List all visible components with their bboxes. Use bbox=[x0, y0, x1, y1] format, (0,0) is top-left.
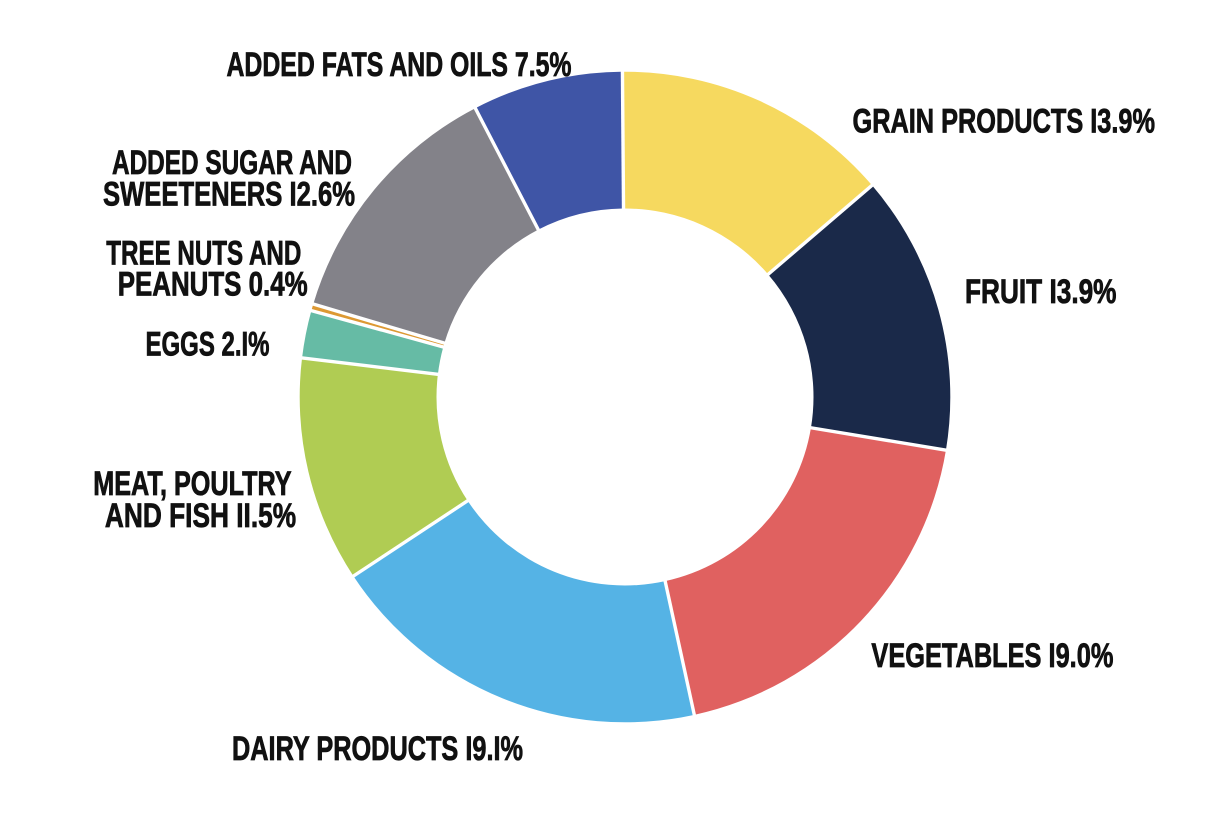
svg-text:GRAIN PRODUCTS I3.9%: GRAIN PRODUCTS I3.9% bbox=[853, 103, 1156, 141]
svg-text:DAIRY PRODUCTS I9.I%: DAIRY PRODUCTS I9.I% bbox=[232, 730, 523, 768]
svg-text:TREE NUTS AND: TREE NUTS AND bbox=[106, 235, 301, 273]
svg-text:PEANUTS 0.4%: PEANUTS 0.4% bbox=[118, 266, 308, 304]
svg-text:EGGS 2.I%: EGGS 2.I% bbox=[146, 325, 270, 363]
svg-text:MEAT, POULTRY: MEAT, POULTRY bbox=[93, 465, 291, 503]
svg-text:FRUIT I3.9%: FRUIT I3.9% bbox=[965, 273, 1117, 311]
svg-text:VEGETABLES I9.0%: VEGETABLES I9.0% bbox=[871, 637, 1113, 675]
svg-text:AND FISH II.5%: AND FISH II.5% bbox=[105, 497, 296, 535]
svg-text:SWEETENERS I2.6%: SWEETENERS I2.6% bbox=[103, 176, 355, 214]
svg-text:ADDED SUGAR AND: ADDED SUGAR AND bbox=[112, 144, 352, 182]
svg-text:ADDED FATS AND OILS 7.5%: ADDED FATS AND OILS 7.5% bbox=[227, 46, 572, 84]
